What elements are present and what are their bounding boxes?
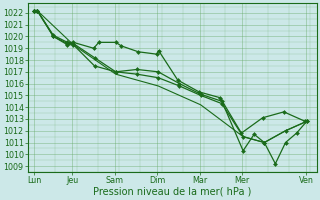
X-axis label: Pression niveau de la mer( hPa ): Pression niveau de la mer( hPa )	[93, 187, 252, 197]
